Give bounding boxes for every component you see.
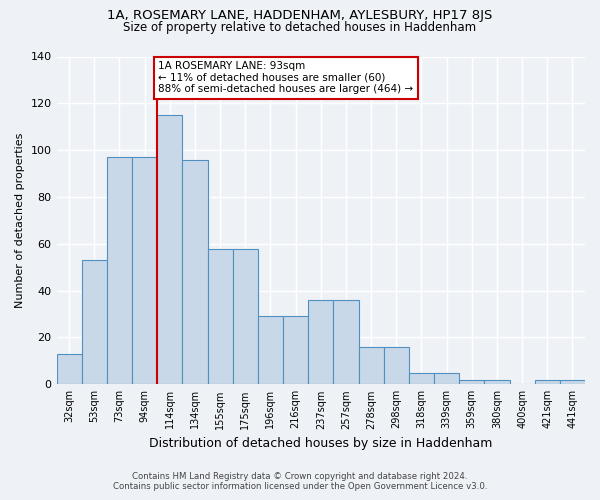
Bar [434, 372, 459, 384]
Bar [383, 347, 409, 385]
Bar [258, 316, 283, 384]
Text: Contains HM Land Registry data © Crown copyright and database right 2024.
Contai: Contains HM Land Registry data © Crown c… [113, 472, 487, 491]
Bar [132, 157, 157, 384]
Text: 1A ROSEMARY LANE: 93sqm
← 11% of detached houses are smaller (60)
88% of semi-de: 1A ROSEMARY LANE: 93sqm ← 11% of detache… [158, 61, 413, 94]
Bar [308, 300, 334, 384]
Bar [359, 347, 383, 385]
Text: 1A, ROSEMARY LANE, HADDENHAM, AYLESBURY, HP17 8JS: 1A, ROSEMARY LANE, HADDENHAM, AYLESBURY,… [107, 9, 493, 22]
Bar [334, 300, 359, 384]
Bar [182, 160, 208, 384]
Bar [409, 372, 434, 384]
Bar [535, 380, 560, 384]
Bar [484, 380, 509, 384]
Bar [560, 380, 585, 384]
Bar [283, 316, 308, 384]
Bar [82, 260, 107, 384]
Bar [459, 380, 484, 384]
X-axis label: Distribution of detached houses by size in Haddenham: Distribution of detached houses by size … [149, 437, 493, 450]
Y-axis label: Number of detached properties: Number of detached properties [15, 132, 25, 308]
Bar [107, 157, 132, 384]
Text: Size of property relative to detached houses in Haddenham: Size of property relative to detached ho… [124, 21, 476, 34]
Bar [56, 354, 82, 384]
Bar [233, 248, 258, 384]
Bar [157, 115, 182, 384]
Bar [208, 248, 233, 384]
